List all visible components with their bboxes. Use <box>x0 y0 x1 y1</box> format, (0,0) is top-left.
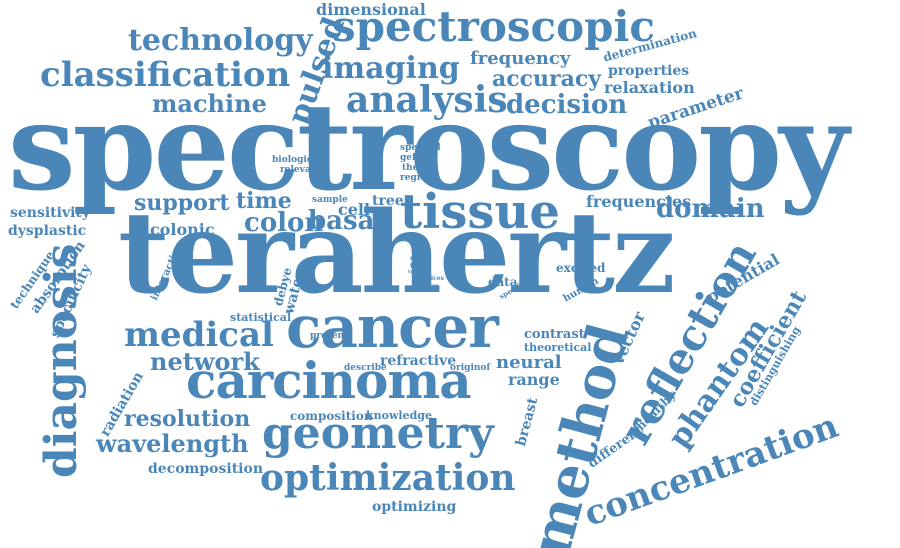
word-contrast: contrast <box>524 327 585 342</box>
word-sample: sample <box>312 195 348 205</box>
word-spectroscopic: spectroscopic <box>332 2 655 51</box>
word-domain: domain <box>656 194 765 224</box>
word-optimizing: optimizing <box>372 499 457 515</box>
word-tissue: tissue <box>400 184 560 240</box>
word-frequencies: frequencies <box>586 192 692 211</box>
word-indices: indices <box>420 275 444 282</box>
word-cell: cell <box>338 200 371 219</box>
word-theoretical: theoretical <box>524 341 592 354</box>
word-analysis: analysis <box>346 79 508 121</box>
word-properties: properties <box>608 63 690 79</box>
word-imaging: imaging <box>322 51 460 86</box>
word-biological: biological <box>272 155 322 165</box>
word-tree: tree <box>372 193 404 209</box>
word-decomposition: decomposition <box>148 461 264 477</box>
word-medical: medical <box>124 315 274 355</box>
word-dimensional: dimensional <box>316 0 426 19</box>
word-resolution: resolution <box>124 406 251 432</box>
word-frequency: frequency <box>470 48 571 69</box>
word-originof: originof <box>450 363 491 373</box>
word-dysplastic: dysplastic <box>8 223 87 239</box>
word-spectral: spectral <box>400 143 441 153</box>
word-sensitivity: sensitivity <box>10 205 91 221</box>
word-excised: excised <box>556 261 606 275</box>
word-decision: decision <box>506 90 628 120</box>
word-pure: pure <box>410 255 423 261</box>
word-breast: breast <box>513 395 542 448</box>
word-relaxation: relaxation <box>604 78 695 97</box>
word-wavelength: wavelength <box>96 429 249 458</box>
word-thesis: thesis <box>402 163 432 173</box>
word-describe: describe <box>344 363 387 373</box>
word-machine: machine <box>152 89 267 118</box>
word-gelatin: gelatin <box>400 153 436 163</box>
word-network: network <box>150 347 260 376</box>
word-relevant: relevant <box>280 165 322 175</box>
word-accuracy: accuracy <box>492 66 602 92</box>
word-colon: colon <box>244 208 324 238</box>
word-optimization: optimization <box>260 457 516 499</box>
word-cancer: cancer <box>286 293 499 361</box>
word-basal: basal <box>308 206 385 236</box>
word-knowledge: knowledge <box>366 409 432 422</box>
word-tumor: tumor <box>368 236 387 292</box>
word-classification: classification <box>40 55 291 95</box>
word-statistical: statistical <box>230 311 292 324</box>
word-tool: tool <box>410 261 426 270</box>
word-type: type <box>408 269 420 275</box>
word-time: time <box>236 188 292 214</box>
word-terahertz: terahertz <box>118 188 676 319</box>
word-region: region <box>400 173 433 183</box>
word-range: range <box>508 370 560 389</box>
word-composition: composition <box>290 409 373 423</box>
word-neural: neural <box>496 352 562 373</box>
word-carcinoma: carcinoma <box>186 351 472 410</box>
word-linear: linear <box>418 283 438 290</box>
word-refractive: refractive <box>380 353 457 369</box>
word-support: support <box>134 190 230 216</box>
word-colonic: colonic <box>150 220 215 239</box>
word-geometry: geometry <box>262 408 494 459</box>
word-spectroscopy: spectroscopy <box>8 77 849 218</box>
word-data: data <box>488 275 518 289</box>
word-present: present <box>310 331 349 341</box>
word-technology: technology <box>128 23 313 58</box>
